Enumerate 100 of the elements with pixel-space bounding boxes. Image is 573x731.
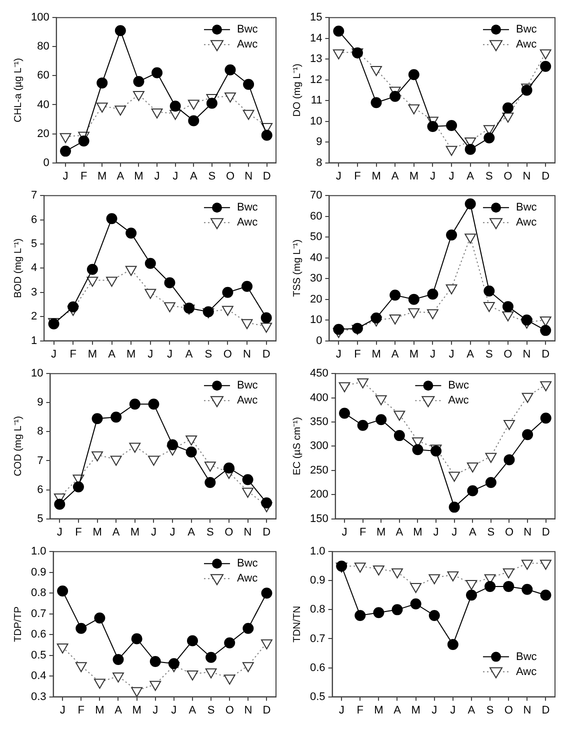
x-tick-label: A	[188, 526, 196, 538]
x-tick-label: A	[116, 170, 125, 182]
point	[408, 69, 420, 80]
x-tick-label: A	[114, 704, 123, 716]
point	[261, 130, 272, 141]
y-tick-label: 7	[30, 190, 38, 202]
point	[410, 598, 422, 610]
x-tick-label: M	[372, 170, 381, 182]
y-tick-label: 1.0	[30, 546, 46, 558]
y-tick-label: 250	[310, 464, 328, 476]
point	[57, 586, 68, 597]
y-tick-label: 0.8	[310, 604, 326, 616]
point	[144, 258, 156, 269]
x-tick-label: S	[204, 348, 212, 360]
x-tick-label: O	[504, 704, 514, 716]
y-tick-label: 12	[310, 74, 322, 86]
x-tick-label: M	[92, 526, 102, 538]
x-tick-label: M	[411, 704, 420, 716]
point	[224, 64, 236, 76]
x-tick-label: A	[112, 526, 120, 538]
y-tick-label: 6	[30, 214, 38, 226]
y-tick-label: 8	[316, 156, 322, 169]
point	[333, 26, 344, 37]
x-tick-label: D	[262, 170, 271, 182]
point	[412, 444, 424, 456]
y-tick-label: 70	[310, 190, 322, 202]
x-tick-label: A	[391, 348, 400, 360]
x-tick-label: M	[376, 526, 386, 538]
point	[466, 590, 477, 601]
x-tick-label: A	[466, 170, 475, 182]
point	[54, 498, 66, 510]
y-tick-label: 10	[310, 314, 322, 326]
y-tick-label: 400	[310, 392, 328, 404]
legend-label: Bwc	[237, 24, 258, 36]
point	[504, 454, 515, 466]
x-tick-label: O	[225, 704, 234, 716]
point	[86, 264, 98, 275]
y-axis-title: EC (µS cm⁻¹)	[292, 417, 303, 476]
y-tick-label: 8	[37, 426, 44, 438]
point	[485, 477, 496, 488]
x-tick-label: M	[374, 704, 384, 716]
x-tick-label: A	[468, 704, 476, 716]
y-tick-label: 14	[310, 32, 322, 44]
point	[129, 398, 140, 410]
x-tick-label: J	[51, 348, 57, 360]
point	[164, 277, 176, 288]
x-tick-label: M	[98, 170, 107, 182]
y-tick-label: 30	[310, 272, 322, 285]
y-tick-label: 5	[30, 238, 38, 250]
x-tick-label: N	[522, 170, 531, 182]
x-tick-label: N	[524, 526, 532, 538]
y-tick-label: 450	[310, 368, 328, 380]
x-tick-label: J	[430, 348, 436, 360]
x-tick-label: D	[262, 704, 271, 716]
y-axis-title: COD (mg L⁻¹)	[12, 416, 24, 476]
point	[186, 446, 197, 458]
x-tick-label: A	[468, 526, 477, 538]
y-tick-label: 20	[310, 293, 322, 306]
x-tick-label: O	[224, 526, 234, 538]
y-axis-title: DO (mg L⁻¹)	[292, 64, 303, 117]
x-tick-label: J	[450, 704, 456, 716]
point	[206, 652, 217, 663]
x-tick-label: F	[80, 170, 88, 182]
point	[333, 324, 344, 335]
y-tick-label: 60	[310, 210, 322, 222]
y-tick-label: 9	[37, 396, 44, 409]
point	[354, 610, 366, 621]
x-tick-label: J	[60, 704, 66, 716]
x-tick-label: A	[185, 348, 194, 360]
x-tick-label: J	[342, 526, 348, 538]
x-tick-label: A	[394, 704, 402, 716]
point	[242, 622, 254, 634]
point	[446, 230, 458, 241]
x-tick-label: M	[413, 526, 422, 538]
y-tick-label: 5	[37, 512, 44, 525]
y-tick-label: 40	[37, 98, 50, 111]
x-tick-label: J	[148, 348, 154, 360]
y-tick-label: 0.8	[30, 587, 46, 600]
x-tick-label: M	[409, 170, 418, 182]
x-tick-label: J	[433, 526, 439, 538]
x-tick-label: A	[188, 704, 197, 716]
x-tick-label: J	[338, 704, 344, 716]
legend-label: Awc	[516, 38, 538, 51]
x-tick-label: J	[432, 704, 438, 716]
point	[373, 607, 384, 618]
y-tick-label: 0	[316, 334, 322, 347]
x-tick-label: S	[487, 526, 495, 538]
x-tick-label: F	[359, 526, 366, 538]
x-tick-label: S	[485, 348, 493, 360]
x-tick-label: N	[243, 348, 252, 360]
legend-label: Awc	[237, 394, 258, 407]
y-tick-label: 2	[30, 310, 38, 323]
x-tick-label: A	[108, 348, 116, 360]
y-tick-label: 0.3	[30, 690, 46, 703]
x-tick-label: J	[150, 526, 156, 538]
point	[126, 228, 137, 239]
point	[540, 590, 552, 601]
x-tick-label: A	[190, 170, 198, 182]
x-tick-label: A	[391, 170, 400, 182]
x-tick-label: J	[172, 170, 178, 182]
